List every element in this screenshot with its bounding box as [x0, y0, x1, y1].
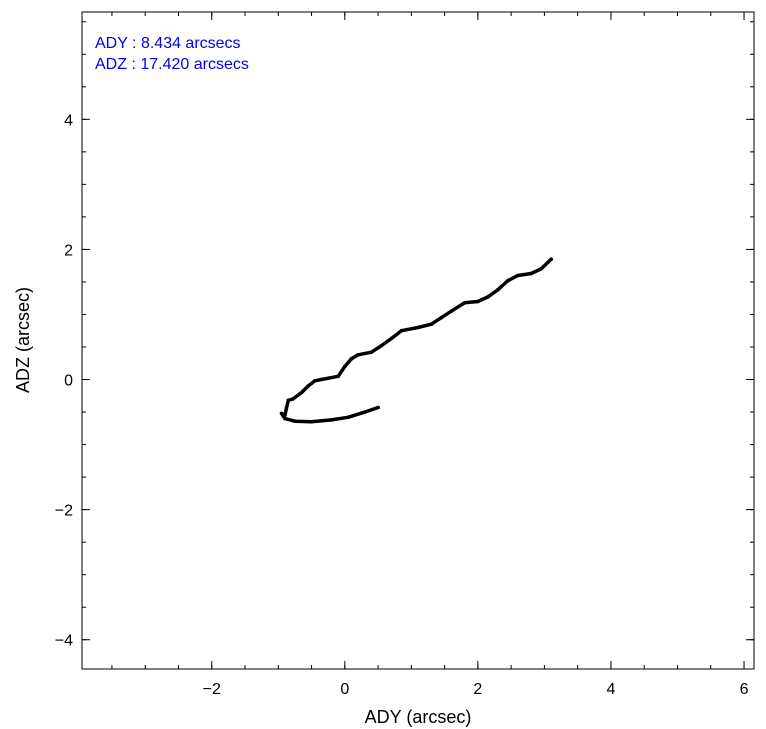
- trajectory-point: [284, 407, 289, 411]
- trajectory-line: [279, 257, 553, 424]
- trajectory-point: [309, 420, 314, 424]
- trajectory-point: [379, 343, 384, 348]
- trajectory-point: [506, 278, 510, 283]
- trajectory-point: [363, 410, 367, 414]
- trajectory-point: [389, 336, 394, 341]
- trajectory-point: [476, 299, 480, 304]
- trajectory-point: [293, 419, 297, 424]
- trajectory-point: [486, 295, 490, 299]
- trajectory-point: [399, 328, 404, 333]
- x-axis-label: ADY (arcsec): [365, 707, 472, 727]
- trajectory-point: [306, 384, 311, 388]
- annotation-ady: ADY : 8.434 arcsecs: [95, 35, 241, 52]
- trajectory-point: [369, 350, 374, 355]
- series-layer: [279, 257, 553, 424]
- trajectory-point: [343, 364, 347, 369]
- trajectory-point: [286, 398, 291, 403]
- trajectory-point: [283, 416, 287, 421]
- trajectory-point: [449, 309, 454, 314]
- x-tick-label: 4: [606, 681, 615, 698]
- trajectory-point: [279, 411, 284, 416]
- trajectory-point: [329, 418, 334, 422]
- x-tick-label: 2: [473, 681, 482, 698]
- trajectory-point: [549, 257, 553, 262]
- y-tick-label: −4: [55, 633, 73, 650]
- trajectory-point: [516, 273, 520, 278]
- minor-ticks: [82, 12, 754, 669]
- plot-frame: [81, 11, 755, 670]
- y-tick-label: 2: [64, 242, 73, 259]
- trajectory-point: [283, 413, 287, 418]
- y-tick-label: −2: [55, 503, 73, 520]
- trajectory-point: [429, 322, 434, 327]
- major-ticks: [82, 12, 754, 669]
- trajectory-point: [299, 390, 304, 395]
- trajectory-point: [376, 405, 380, 410]
- y-tick-labels: −4 −2 0 2 4: [55, 112, 73, 649]
- trajectory-point: [539, 267, 543, 271]
- annotation-adz: ADZ : 17.420 arcsecs: [95, 56, 249, 73]
- y-tick-label: 0: [64, 373, 73, 390]
- x-tick-labels: −2 0 2 4 6: [203, 681, 749, 698]
- trajectory-point: [346, 415, 350, 420]
- trajectory-point: [462, 301, 467, 305]
- trajectory-point: [336, 374, 341, 379]
- x-tick-label: 6: [740, 681, 749, 698]
- trajectory-point: [496, 288, 500, 292]
- y-axis-label: ADZ (arcsec): [13, 287, 33, 393]
- trajectory-point: [349, 356, 354, 361]
- x-tick-label: 0: [340, 681, 349, 698]
- y-tick-label: 4: [64, 112, 73, 129]
- trajectory-point: [416, 325, 420, 330]
- trajectory-point: [319, 377, 324, 382]
- trajectory-point: [291, 397, 295, 401]
- trajectory-point: [529, 271, 533, 276]
- x-tick-label: −2: [203, 681, 221, 698]
- trajectory-point: [356, 353, 360, 357]
- trajectory-point: [439, 315, 444, 320]
- trajectory-point: [313, 379, 317, 383]
